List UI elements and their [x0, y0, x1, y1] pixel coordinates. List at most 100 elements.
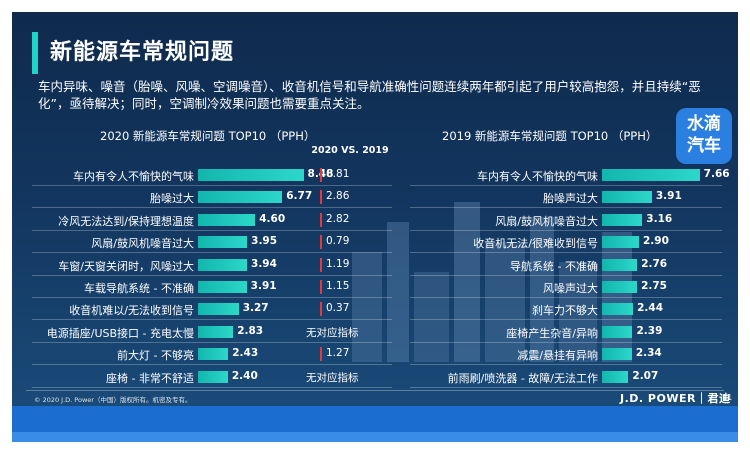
category-label: 座椅 - 非常不舒适 — [106, 371, 194, 385]
value-label: 4.60 — [259, 212, 286, 225]
comparison-value: 无对应指标 — [306, 326, 359, 339]
bar-row: 座椅产生杂音/异响 2.39 — [12, 324, 738, 343]
value-label: 2.76 — [641, 257, 668, 270]
category-label: 车内有令人不愉快的气味 — [73, 170, 194, 183]
value-label: 3.27 — [242, 302, 269, 315]
category-label: 胎噪过大 — [150, 192, 194, 206]
row-separator — [410, 274, 722, 276]
comparison-value: 2.86 — [326, 190, 350, 203]
comparison-value: 1.19 — [326, 257, 350, 270]
category-label: 车内有令人不愉快的气味 — [477, 170, 598, 183]
bar — [198, 370, 228, 383]
row-separator — [32, 297, 392, 298]
page-number: 11 — [722, 393, 733, 402]
value-label: 3.95 — [251, 235, 278, 248]
category-label: 导航系统 - 不准确 — [510, 259, 598, 273]
bar — [602, 303, 634, 316]
row-separator — [32, 274, 392, 276]
bar — [198, 169, 304, 181]
comparison-marker — [320, 190, 322, 205]
category-label: 座椅产生杂音/异响 — [506, 326, 598, 340]
category-label: 风噪声过大 — [543, 282, 598, 295]
bar-row: 胎噪声过大 3.91 — [12, 189, 738, 209]
value-label: 2.43 — [232, 347, 259, 360]
value-label: 2.90 — [642, 235, 669, 248]
comparison-marker — [320, 257, 322, 272]
city-skyline-background — [352, 202, 632, 362]
comparison-marker — [320, 212, 322, 227]
bar-row: 胎噪过大 6.77 2.86 — [12, 189, 738, 209]
bar — [602, 258, 638, 271]
category-label: 车窗/天窗关闭时，风噪过大 — [58, 259, 194, 273]
bar-row: 车窗/天窗关闭时，风噪过大 3.94 1.19 — [12, 257, 738, 276]
bar-row: 前雨刷/喷洗器 - 故障/无法工作 2.07 — [12, 369, 738, 388]
bar — [602, 191, 652, 204]
category-label: 前雨刷/喷洗器 - 故障/无法工作 — [447, 371, 598, 385]
bar-row: 风噪声过大 2.75 — [12, 279, 738, 298]
comparison-marker — [320, 280, 322, 294]
category-label: 冷风无法达到/保持理想温度 — [58, 214, 194, 228]
bar-row: 车内有令人不愉快的气味8.480.81 — [12, 167, 738, 186]
bar-row: 导航系统 - 不准确 2.76 — [12, 257, 738, 276]
bar-row: 收音机难以/无法收到信号 3.27 0.37 — [12, 301, 738, 321]
row-separator — [32, 252, 392, 254]
category-label: 收音机难以/无法收到信号 — [69, 304, 194, 318]
chart-2019-title: 2019 新能源车常规问题 TOP10 （PPH） — [442, 129, 658, 143]
value-label: 2.44 — [637, 302, 664, 315]
bar — [198, 325, 234, 338]
row-separator — [32, 341, 392, 343]
value-label: 3.16 — [646, 212, 673, 225]
category-label: 胎噪声过大 — [543, 192, 598, 206]
bar — [602, 236, 639, 249]
bar — [198, 236, 248, 249]
bar — [602, 281, 638, 293]
value-label: 3.91 — [250, 280, 277, 292]
row-separator — [410, 252, 722, 254]
slide-description: 车内异味、噪音（胎噪、风噪、空调噪音）、收音机信号和导航准确性问题连续两年都引起… — [38, 79, 701, 111]
comparison-marker — [320, 168, 322, 182]
bar — [198, 213, 256, 226]
page-title: 新能源车常规问题 — [50, 40, 235, 65]
brand-logo-text: J.D. POWER｜君迪 — [620, 392, 731, 405]
row-separator — [32, 185, 392, 186]
comparison-marker — [320, 347, 322, 362]
comparison-value: 0.79 — [326, 235, 350, 248]
bar-row: 收音机无法/很难收到信号 2.90 — [12, 234, 738, 254]
row-separator — [32, 319, 392, 321]
row-separator — [410, 386, 722, 388]
bar-row: 车载导航系统 - 不准确 3.91 1.15 — [12, 279, 738, 298]
row-separator — [410, 319, 722, 321]
copyright-text: © 2020 J.D. Power（中国）版权所有。机密及专有。 — [34, 396, 192, 404]
comparison-value: 0.81 — [326, 168, 350, 180]
value-label: 2.83 — [237, 324, 264, 337]
value-label: 7.66 — [703, 168, 730, 180]
bar — [198, 281, 247, 293]
row-separator — [410, 229, 722, 231]
value-label: 2.40 — [231, 369, 258, 382]
row-separator — [410, 341, 722, 343]
bar — [602, 213, 643, 226]
category-label: 车载导航系统 - 不准确 — [84, 282, 194, 295]
bar — [198, 191, 283, 204]
bar-row: 风扇/鼓风机噪音过大 3.95 0.79 — [12, 234, 738, 254]
value-label: 2.39 — [636, 324, 663, 337]
category-label: 风扇/鼓风机噪音过大 — [495, 214, 598, 228]
row-separator — [410, 185, 722, 186]
bar — [198, 303, 239, 316]
value-label: 3.94 — [251, 257, 277, 270]
value-label: 3.91 — [655, 190, 682, 203]
comparison-value: 1.15 — [326, 280, 350, 292]
watermark-logo: 水滴 汽车 — [676, 108, 732, 164]
base-stripe — [12, 406, 738, 432]
bar-row: 前大灯 - 不够亮 2.43 1.27 — [12, 346, 738, 366]
bar — [602, 169, 700, 181]
comparison-marker — [320, 302, 322, 317]
value-label: 2.75 — [641, 280, 667, 292]
category-label: 刹车力不够大 — [532, 304, 598, 318]
bar-row: 车内有令人不愉快的气味 7.66 — [12, 167, 738, 186]
bar-row: 电源插座/USB接口 - 充电太慢 2.83 无对应指标 — [12, 324, 738, 343]
bar-row: 座椅 - 非常不舒适 2.40 无对应指标 — [12, 369, 738, 388]
bar — [198, 258, 248, 271]
bar-row: 冷风无法达到/保持理想温度 4.60 2.82 — [12, 212, 738, 231]
bar-row: 风扇/鼓风机噪音过大 3.16 — [12, 212, 738, 231]
